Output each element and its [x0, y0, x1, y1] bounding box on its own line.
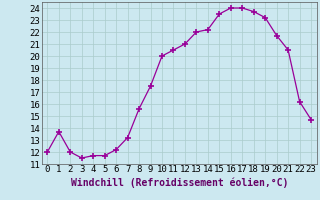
- X-axis label: Windchill (Refroidissement éolien,°C): Windchill (Refroidissement éolien,°C): [70, 177, 288, 188]
